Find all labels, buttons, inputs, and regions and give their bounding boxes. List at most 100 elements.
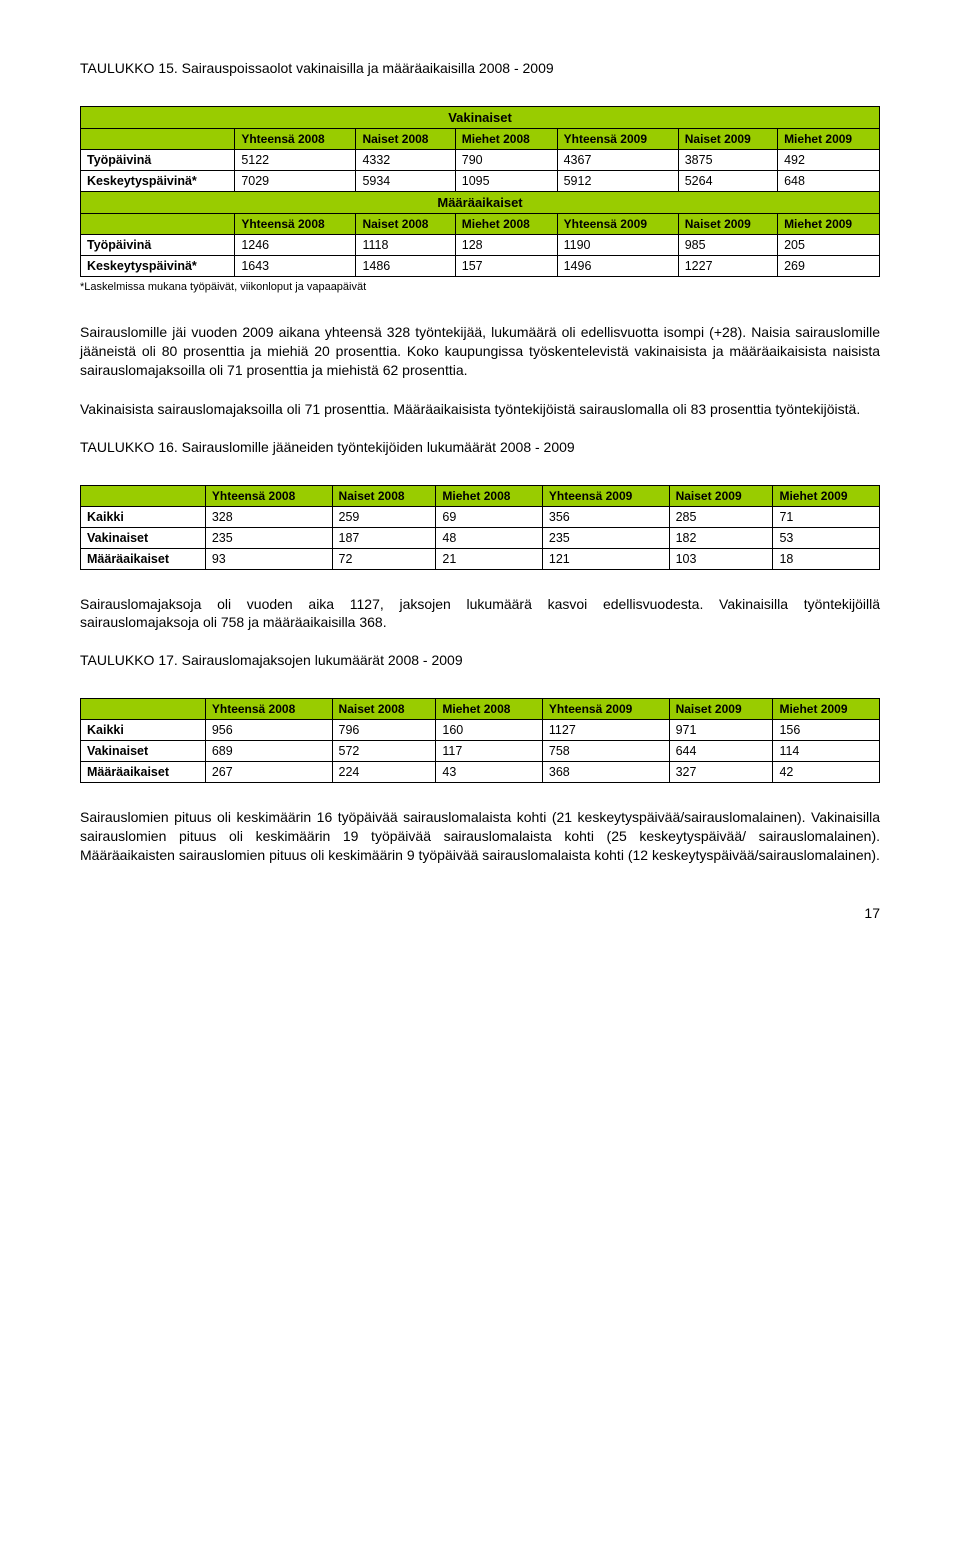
table17-blank xyxy=(81,699,206,720)
table17-h3: Yhteensä 2009 xyxy=(542,699,669,720)
table15-h0b: Yhteensä 2008 xyxy=(235,214,356,235)
table16-h2: Miehet 2008 xyxy=(436,485,543,506)
cell: 114 xyxy=(773,741,880,762)
table16-h0: Yhteensä 2008 xyxy=(205,485,332,506)
cell: 492 xyxy=(778,150,880,171)
cell: 48 xyxy=(436,527,543,548)
cell: 1643 xyxy=(235,256,356,277)
cell: 758 xyxy=(542,741,669,762)
cell: 5122 xyxy=(235,150,356,171)
cell: 259 xyxy=(332,506,436,527)
cell: 267 xyxy=(205,762,332,783)
table16-caption: TAULUKKO 16. Sairauslomille jääneiden ty… xyxy=(80,439,880,455)
cell: 69 xyxy=(436,506,543,527)
cell: 971 xyxy=(669,720,773,741)
table-row: Vakinaiset 689 572 117 758 644 114 xyxy=(81,741,880,762)
cell: 5912 xyxy=(557,171,678,192)
cell: 5264 xyxy=(678,171,777,192)
table16-h4: Naiset 2009 xyxy=(669,485,773,506)
cell: 235 xyxy=(205,527,332,548)
cell: 572 xyxy=(332,741,436,762)
table15-blank2 xyxy=(81,214,235,235)
cell: 160 xyxy=(436,720,543,741)
cell: 1496 xyxy=(557,256,678,277)
cell: 1095 xyxy=(455,171,557,192)
row-label: Keskeytyspäivinä* xyxy=(81,256,235,277)
cell: 117 xyxy=(436,741,543,762)
row-label: Työpäivinä xyxy=(81,235,235,256)
cell: 956 xyxy=(205,720,332,741)
cell: 93 xyxy=(205,548,332,569)
cell: 328 xyxy=(205,506,332,527)
row-label: Kaikki xyxy=(81,720,206,741)
cell: 269 xyxy=(778,256,880,277)
table-row: Työpäivinä 5122 4332 790 4367 3875 492 xyxy=(81,150,880,171)
table16-h3: Yhteensä 2009 xyxy=(542,485,669,506)
cell: 790 xyxy=(455,150,557,171)
table15-h4: Naiset 2009 xyxy=(678,129,777,150)
cell: 4332 xyxy=(356,150,455,171)
table16: Yhteensä 2008 Naiset 2008 Miehet 2008 Yh… xyxy=(80,485,880,570)
cell: 224 xyxy=(332,762,436,783)
table15-footnote: *Laskelmissa mukana työpäivät, viikonlop… xyxy=(80,281,880,293)
table-row: Määräaikaiset 267 224 43 368 327 42 xyxy=(81,762,880,783)
cell: 3875 xyxy=(678,150,777,171)
table15: Vakinaiset Yhteensä 2008 Naiset 2008 Mie… xyxy=(80,106,880,277)
cell: 182 xyxy=(669,527,773,548)
page-number: 17 xyxy=(80,905,880,921)
cell: 1486 xyxy=(356,256,455,277)
cell: 644 xyxy=(669,741,773,762)
table-row: Kaikki 956 796 160 1127 971 156 xyxy=(81,720,880,741)
table-row: Keskeytyspäivinä* 7029 5934 1095 5912 52… xyxy=(81,171,880,192)
table15-caption: TAULUKKO 15. Sairauspoissaolot vakinaisi… xyxy=(80,60,880,76)
table15-h5: Miehet 2009 xyxy=(778,129,880,150)
cell: 648 xyxy=(778,171,880,192)
table15-h1b: Naiset 2008 xyxy=(356,214,455,235)
cell: 5934 xyxy=(356,171,455,192)
table16-h5: Miehet 2009 xyxy=(773,485,880,506)
cell: 235 xyxy=(542,527,669,548)
table17-h5: Miehet 2009 xyxy=(773,699,880,720)
table15-h0: Yhteensä 2008 xyxy=(235,129,356,150)
cell: 71 xyxy=(773,506,880,527)
table15-section2: Määräaikaiset xyxy=(81,192,880,214)
cell: 187 xyxy=(332,527,436,548)
cell: 53 xyxy=(773,527,880,548)
cell: 7029 xyxy=(235,171,356,192)
cell: 42 xyxy=(773,762,880,783)
cell: 1246 xyxy=(235,235,356,256)
table15-section1: Vakinaiset xyxy=(81,107,880,129)
table15-h3: Yhteensä 2009 xyxy=(557,129,678,150)
table15-h5b: Miehet 2009 xyxy=(778,214,880,235)
cell: 689 xyxy=(205,741,332,762)
table16-h1: Naiset 2008 xyxy=(332,485,436,506)
row-label: Työpäivinä xyxy=(81,150,235,171)
table-row: Työpäivinä 1246 1118 128 1190 985 205 xyxy=(81,235,880,256)
cell: 1118 xyxy=(356,235,455,256)
table17-h4: Naiset 2009 xyxy=(669,699,773,720)
cell: 103 xyxy=(669,548,773,569)
row-label: Keskeytyspäivinä* xyxy=(81,171,235,192)
table17-h2: Miehet 2008 xyxy=(436,699,543,720)
table15-h1: Naiset 2008 xyxy=(356,129,455,150)
table16-blank xyxy=(81,485,206,506)
table-row: Kaikki 328 259 69 356 285 71 xyxy=(81,506,880,527)
cell: 157 xyxy=(455,256,557,277)
paragraph-4: Sairauslomien pituus oli keskimäärin 16 … xyxy=(80,808,880,865)
cell: 72 xyxy=(332,548,436,569)
cell: 796 xyxy=(332,720,436,741)
table17: Yhteensä 2008 Naiset 2008 Miehet 2008 Yh… xyxy=(80,698,880,783)
table-row: Vakinaiset 235 187 48 235 182 53 xyxy=(81,527,880,548)
table15-blank xyxy=(81,129,235,150)
cell: 205 xyxy=(778,235,880,256)
paragraph-2: Vakinaisista sairauslomajaksoilla oli 71… xyxy=(80,400,880,419)
cell: 1227 xyxy=(678,256,777,277)
row-label: Vakinaiset xyxy=(81,741,206,762)
cell: 128 xyxy=(455,235,557,256)
row-label: Määräaikaiset xyxy=(81,548,206,569)
cell: 156 xyxy=(773,720,880,741)
cell: 21 xyxy=(436,548,543,569)
cell: 1127 xyxy=(542,720,669,741)
cell: 356 xyxy=(542,506,669,527)
table15-h4b: Naiset 2009 xyxy=(678,214,777,235)
